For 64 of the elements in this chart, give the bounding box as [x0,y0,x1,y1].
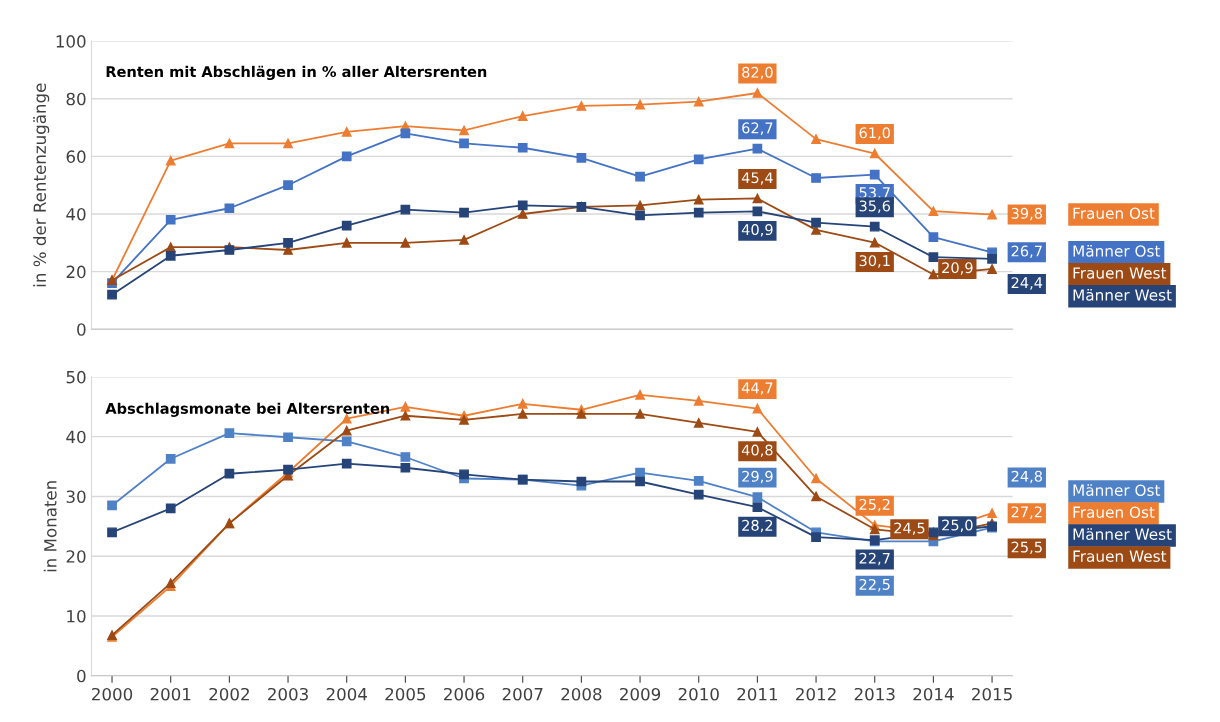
data-label: 30,1 [859,255,890,268]
y-tick-label: 30 [66,490,86,504]
x-tick-label: 2015 [972,687,1012,701]
text: Frauen Ost [1073,506,1155,518]
y-axis-title: in % der Rentenzugänge [33,83,50,287]
data-label: 40,9 [741,224,773,237]
y-tick-label: 20 [66,550,86,563]
data-label: 24,4 [1011,277,1043,290]
data-label: 40,8 [741,444,773,458]
data-label: 28,2 [742,519,773,533]
text: Abschlagsmonate bei Altersrenten [105,402,390,417]
y-tick-label: 40 [66,207,86,221]
x-tick-label: 2014 [913,687,954,701]
x-tick-label: 2000 [92,687,133,701]
y-tick-label: 40 [66,430,86,444]
y-tick-label: 0 [77,323,86,336]
y-tick-label: 50 [66,370,86,384]
x-tick-label: 2009 [620,687,661,701]
data-label: 20,9 [942,262,973,275]
y-tick-label: 80 [66,92,86,106]
data-label: 44,7 [741,382,773,395]
y-axis-title: in Monaten [43,481,57,572]
y-tick-label: 100 [56,35,86,48]
data-label: 24,8 [1011,470,1043,484]
legend-label: Frauen Ost [1073,207,1155,220]
y-tick-label: 0 [77,669,86,683]
data-label: 62,7 [742,122,773,135]
y-tick-label: 10 [67,609,86,623]
x-tick-label: 2003 [268,687,308,701]
text: Frauen West [1073,550,1167,562]
text: Männer West [1073,528,1172,540]
data-label: 53,7 [859,187,890,200]
data-label: 22,5 [859,578,890,592]
data-label: 61,0 [859,127,890,140]
data-label: 45,4 [741,172,773,185]
data-label: 25,5 [1011,541,1042,555]
data-label: 39,8 [1011,207,1043,221]
data-label: 82,0 [742,66,773,80]
x-tick-label: 2008 [561,687,602,701]
data-label: 25,0 [942,519,973,533]
x-tick-label: 2001 [150,687,191,701]
data-label: 25,2 [859,498,890,512]
y-tick-label: 20 [66,265,86,279]
data-label: 24,5 [894,522,925,536]
x-tick-label: 2002 [209,687,249,701]
x-tick-label: 2011 [737,687,778,701]
x-tick-label: 2006 [444,687,485,701]
data-label: 26,7 [1011,245,1042,259]
data-label: 29,9 [742,470,773,484]
text: Männer Ost [1073,484,1161,496]
text: Männer West [1073,288,1172,301]
x-tick-label: 2004 [326,687,367,701]
y-tick-label: 60 [66,150,86,163]
x-tick-label: 2007 [502,687,543,701]
text: Renten mit Abschlägen in % aller Altersrenten [106,65,487,81]
data-label: 22,7 [859,552,890,566]
text: Frauen West [1073,267,1167,279]
data-label: 27,2 [1011,506,1042,519]
x-tick-label: 2013 [854,687,895,701]
x-tick-label: 2010 [678,687,719,701]
legend-label: Männer Ost [1073,244,1161,257]
x-tick-label: 2005 [385,687,426,701]
x-tick-label: 2012 [796,687,836,701]
data-label: 35,6 [859,200,891,213]
